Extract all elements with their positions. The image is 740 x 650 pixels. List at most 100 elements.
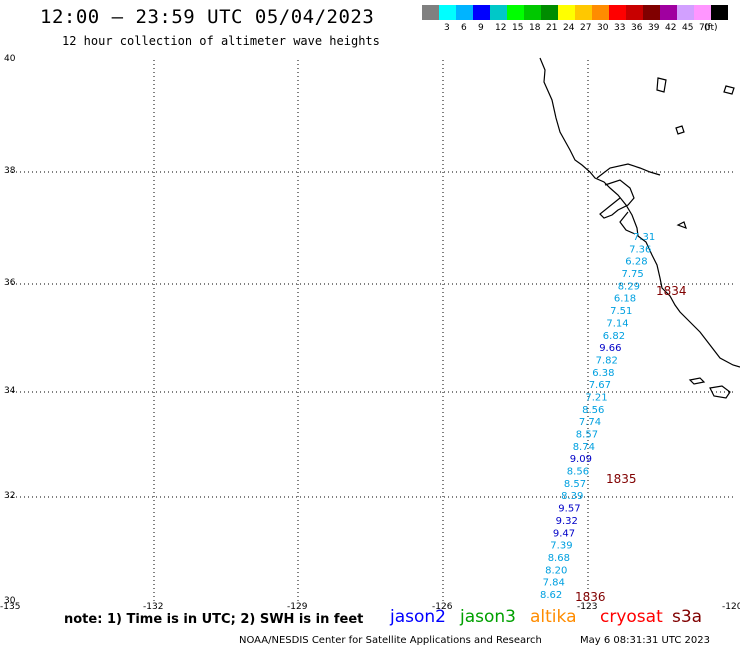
inland-lake-1: [675, 125, 685, 135]
scale-label: 3: [444, 23, 450, 33]
scale-swatch: [711, 5, 728, 20]
wave-height-label: 6.28: [625, 257, 647, 268]
wave-height-label: 7.14: [606, 318, 628, 329]
satellite-jason2: jason2: [390, 607, 446, 627]
latitude-label: 36: [4, 278, 16, 288]
scale-swatch: [524, 5, 541, 20]
wave-height-label: 8.74: [573, 442, 595, 453]
scale-label: 39: [648, 23, 660, 33]
monterey-bay: [619, 211, 636, 235]
wave-height-label: 7.39: [550, 541, 572, 552]
altimeter-track-labels: 7.317.36 6.287.758.29 6.187.517.14 6.829.66…: [540, 232, 687, 604]
scale-label: 42: [665, 23, 677, 33]
wave-height-label: 8.56: [582, 405, 604, 416]
wave-height-label: 9.47: [553, 528, 575, 539]
units-note: note: 1) Time is in UTC; 2) SWH is in fe…: [64, 612, 364, 627]
scale-label: 15: [512, 23, 524, 33]
longitude-label: -120: [722, 602, 740, 612]
california-coastline: [539, 57, 740, 368]
wave-height-label: 7.31: [633, 232, 655, 243]
longitude-label: -132: [143, 602, 164, 612]
scale-swatch: [541, 5, 558, 20]
wave-height-label: 8.68: [548, 553, 570, 564]
longitude-label: -126: [432, 602, 453, 612]
wave-height-label: 7.82: [596, 355, 618, 366]
scale-label: 70: [699, 23, 711, 33]
scale-swatch: [609, 5, 626, 20]
page-title: 12:00 – 23:59 UTC 05/04/2023: [40, 6, 375, 28]
sf-bay: [596, 163, 661, 219]
satellite-cryosat: cryosat: [600, 607, 663, 627]
wave-height-label: 7.21: [585, 393, 607, 404]
wave-height-label: 9.09: [570, 454, 592, 465]
wave-height-label: 8.39: [561, 491, 583, 502]
pass-time-label: 1835: [606, 472, 637, 486]
satellite-altika: altika: [530, 607, 577, 627]
scale-swatch: [507, 5, 524, 20]
scale-swatch: [592, 5, 609, 20]
wave-height-label: 6.18: [614, 294, 636, 305]
satellite-s3a: s3a: [672, 607, 703, 627]
scale-label: 6: [461, 23, 467, 33]
credit-line: NOAA/NESDIS Center for Satellite Applica…: [239, 635, 542, 646]
lake-tahoe: [656, 77, 667, 93]
scale-label: 9: [478, 23, 484, 33]
latitude-label: 32: [4, 491, 16, 501]
scale-label: 33: [614, 23, 626, 33]
scale-label: 12: [495, 23, 507, 33]
scale-label: 36: [631, 23, 643, 33]
wave-height-label: 8.29: [618, 281, 640, 292]
scale-unit: (ft): [704, 23, 718, 33]
scale-swatch: [575, 5, 592, 20]
longitude-label: -129: [287, 602, 308, 612]
wave-height-label: 8.62: [540, 590, 562, 601]
channel-islands: [688, 377, 731, 399]
scale-swatch: [694, 5, 711, 20]
inland-lake-2: [723, 85, 735, 95]
wave-height-label: 9.32: [556, 516, 578, 527]
wave-height-label: 7.84: [543, 578, 565, 589]
generated-timestamp: May 6 08:31:31 UTC 2023: [580, 635, 710, 646]
longitude-label: -135: [0, 602, 21, 612]
pass-time-label: 1834: [656, 284, 687, 298]
wave-height-label: 7.67: [589, 380, 611, 391]
wave-height-label: 8.56: [567, 467, 589, 478]
scale-swatch: [643, 5, 660, 20]
wave-height-label: 7.74: [579, 417, 601, 428]
longitude-label: -123: [577, 602, 598, 612]
scale-label: 27: [580, 23, 592, 33]
wave-height-label: 9.57: [558, 504, 580, 515]
scale-label: 45: [682, 23, 694, 33]
wave-height-label: 9.66: [599, 343, 621, 354]
scale-swatch: [677, 5, 694, 20]
scale-swatch: [660, 5, 677, 20]
scale-label: 21: [546, 23, 558, 33]
latitude-label: 38: [4, 166, 16, 176]
scale-swatch: [558, 5, 575, 20]
graticule-grid: [8, 60, 733, 602]
scale-swatch: [490, 5, 507, 20]
wave-height-label: 8.57: [564, 479, 586, 490]
scale-swatch: [626, 5, 643, 20]
scale-label: 24: [563, 23, 575, 33]
wave-height-label: 7.75: [622, 269, 644, 280]
wave-height-label: 7.51: [610, 306, 632, 317]
scale-swatch: [473, 5, 490, 20]
scale-swatch: [456, 5, 473, 20]
page-subtitle: 12 hour collection of altimeter wave hei…: [62, 34, 380, 48]
scale-label: 30: [597, 23, 609, 33]
wave-height-label: 8.20: [545, 565, 567, 576]
latitude-label: 30: [4, 596, 16, 606]
pass-time-label: 1836: [575, 590, 606, 604]
scale-swatch: [439, 5, 456, 20]
coastline: [539, 57, 740, 399]
wave-height-label: 7.36: [629, 244, 651, 255]
latitude-label: 40: [4, 54, 16, 64]
scale-label: 18: [529, 23, 541, 33]
wave-height-label: 6.38: [592, 368, 614, 379]
wave-height-label: 8.57: [576, 430, 598, 441]
wave-height-label: 6.82: [603, 331, 625, 342]
scale-swatch: [422, 5, 439, 20]
inland-lake-3: [676, 221, 687, 230]
